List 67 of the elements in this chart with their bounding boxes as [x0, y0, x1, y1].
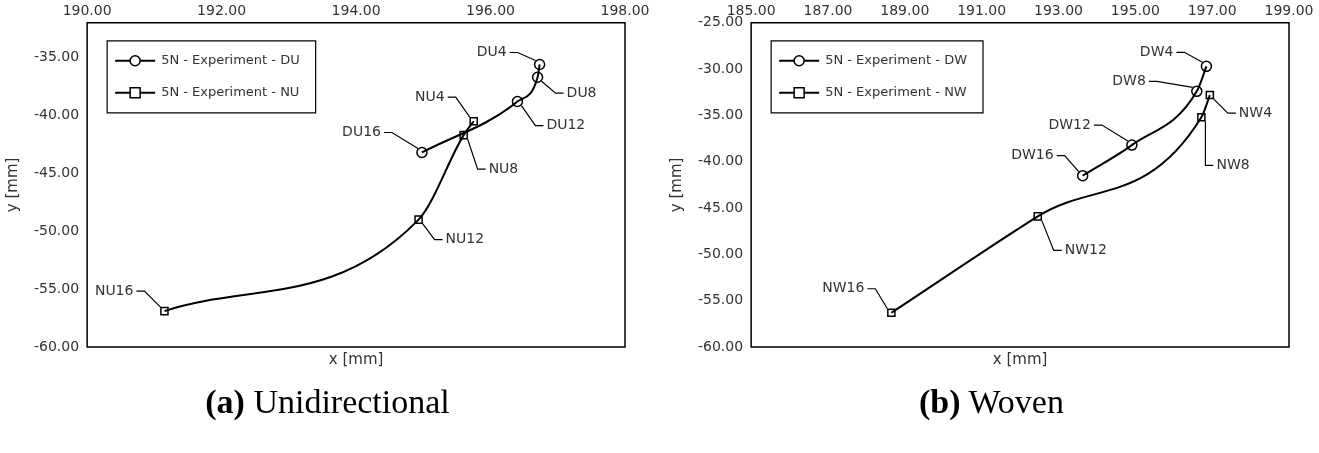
x-tick-label: 187.00 [803, 2, 853, 19]
x-tick-label: 195.00 [1110, 2, 1160, 19]
legend-label: 5N - Experiment - NU [161, 84, 300, 100]
annotation: DU8 [566, 83, 597, 100]
y-tick-label: -45.00 [697, 198, 744, 215]
y-tick-label: -40.00 [33, 106, 80, 123]
y-tick-label: -40.00 [697, 152, 744, 169]
point [459, 130, 468, 140]
x-tick-label: 192.00 [197, 2, 247, 19]
point [511, 95, 524, 108]
annotation: NW16 [822, 279, 865, 296]
legend-label: 5N - Experiment - NW [825, 84, 967, 100]
x-tick-label: 199.00 [1264, 2, 1314, 19]
annotation: DU16 [342, 123, 382, 140]
x-tick-label: 197.00 [1187, 2, 1237, 19]
y-axis-title: y [mm] [666, 157, 685, 213]
annotation: DU12 [546, 116, 586, 133]
legend-label: 5N - Experiment - DU [161, 52, 300, 68]
point [1205, 90, 1215, 100]
point [414, 215, 423, 224]
point [1076, 169, 1089, 182]
annotation: NW12 [1064, 241, 1107, 258]
x-tick-label: 190.00 [62, 2, 112, 19]
annotation: NU16 [94, 281, 134, 298]
point [1126, 139, 1138, 151]
annotation: DW4 [1139, 42, 1174, 59]
x-tick-label: 191.00 [957, 2, 1007, 19]
point [1197, 113, 1206, 122]
x-axis-title: x [mm] [992, 350, 1048, 369]
y-tick-label: -60.00 [33, 337, 80, 354]
y-tick-label: -35.00 [697, 106, 744, 123]
y-tick-label: -45.00 [33, 163, 80, 180]
y-tick-label: -30.00 [697, 59, 744, 76]
annotation: DW12 [1048, 115, 1091, 132]
text: (b) Woven [918, 383, 1065, 421]
text: (a) Unidirectional [204, 383, 451, 421]
x-tick-label: 193.00 [1033, 2, 1083, 19]
annotation: NU4 [415, 87, 445, 104]
point [160, 306, 169, 316]
point [469, 116, 479, 126]
x-tick-label: 194.00 [331, 2, 381, 19]
point [887, 308, 896, 318]
point [1033, 212, 1043, 221]
annotation: NW8 [1216, 155, 1250, 172]
annotation: NU8 [488, 159, 519, 176]
y-tick-label: -55.00 [33, 279, 80, 296]
y-tick-label: -50.00 [697, 245, 744, 262]
x-tick-label: 196.00 [466, 2, 516, 19]
y-tick-label: -60.00 [697, 337, 744, 354]
point [533, 58, 546, 71]
annotation: NW4 [1238, 103, 1273, 120]
annotation: DW16 [1011, 146, 1054, 163]
point [531, 71, 544, 83]
x-tick-label: 198.00 [600, 2, 650, 19]
annotation: DW8 [1112, 71, 1146, 88]
annotation: NU12 [445, 230, 485, 247]
annotation: DU4 [476, 43, 507, 60]
y-axis-title: y [mm] [2, 157, 21, 213]
legend-label: 5N - Experiment - DW [825, 52, 968, 68]
y-tick-label: -55.00 [697, 291, 744, 308]
point [1191, 85, 1203, 98]
y-tick-label: -50.00 [33, 221, 80, 238]
x-axis-title: x [mm] [328, 350, 384, 369]
point [1200, 60, 1213, 73]
x-tick-label: 189.00 [880, 2, 930, 19]
y-tick-label: -35.00 [33, 48, 80, 65]
point [416, 146, 428, 159]
